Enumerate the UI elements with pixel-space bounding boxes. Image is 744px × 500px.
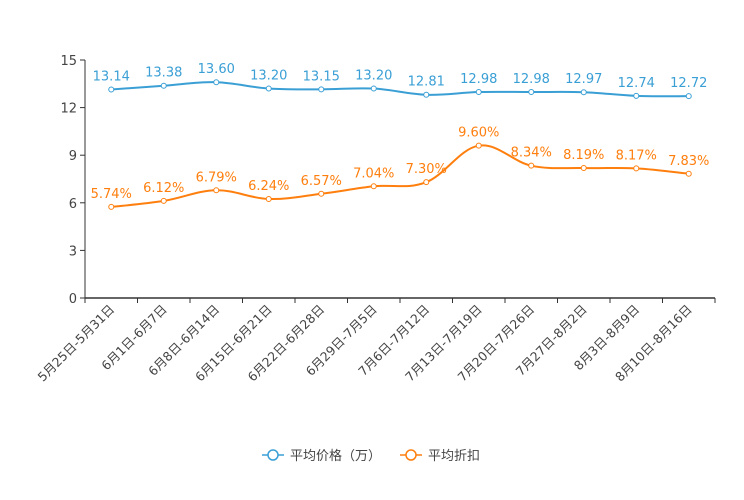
- data-label: 8.17%: [616, 148, 657, 163]
- data-label: 13.20: [250, 69, 287, 84]
- y-tick-label: 15: [60, 54, 77, 69]
- data-point[interactable]: [580, 89, 587, 96]
- data-point[interactable]: [633, 165, 640, 172]
- data-label: 12.81: [408, 75, 445, 90]
- data-point[interactable]: [265, 85, 272, 92]
- legend-marker-icon: [267, 449, 279, 461]
- data-point[interactable]: [318, 86, 325, 93]
- data-point[interactable]: [370, 85, 377, 92]
- data-label: 12.97: [565, 72, 602, 87]
- data-point[interactable]: [528, 162, 535, 169]
- data-point[interactable]: [475, 142, 482, 149]
- data-point[interactable]: [423, 91, 430, 98]
- legend-label[interactable]: 平均折扣: [428, 449, 480, 464]
- series-line: [111, 81, 689, 98]
- data-point[interactable]: [685, 93, 692, 100]
- data-label: 12.98: [460, 72, 497, 87]
- data-point[interactable]: [265, 195, 272, 202]
- data-label: 6.24%: [248, 179, 289, 194]
- data-label: 12.98: [513, 72, 550, 87]
- data-point[interactable]: [160, 82, 167, 89]
- data-label: 8.34%: [511, 146, 552, 161]
- x-tick-label: 5月25日-5月31日: [34, 302, 117, 385]
- data-label: 7.83%: [668, 154, 709, 169]
- data-label: 9.60%: [458, 126, 499, 141]
- data-point[interactable]: [213, 187, 220, 194]
- data-label: 6.79%: [196, 170, 237, 185]
- data-point[interactable]: [528, 89, 535, 96]
- data-label: 8.19%: [563, 148, 604, 163]
- legend-marker-icon: [405, 449, 417, 461]
- series-line: [111, 144, 689, 208]
- data-label: 13.38: [145, 66, 182, 81]
- legend-label[interactable]: 平均价格（万）: [290, 448, 381, 464]
- y-tick-label: 3: [69, 244, 77, 259]
- data-label: 5.74%: [91, 187, 132, 202]
- data-label: 6.12%: [143, 181, 184, 196]
- data-point[interactable]: [685, 170, 692, 177]
- series-0: 13.14 13.38 13.60 13.20 13.15 13.20 12.81 12.98…: [93, 62, 707, 100]
- y-tick-label: 9: [69, 149, 77, 164]
- data-label: 13.15: [303, 69, 340, 84]
- data-point[interactable]: [633, 92, 640, 99]
- data-point[interactable]: [213, 79, 220, 86]
- data-label: 7.04%: [353, 166, 394, 181]
- data-point[interactable]: [370, 183, 377, 190]
- data-label: 13.14: [93, 70, 130, 85]
- series-1: 5.74% 6.12% 6.79% 6.24% 6.57% 7.04% 7.30% 9.60%…: [91, 126, 709, 210]
- data-label: 12.74: [618, 76, 655, 91]
- y-tick-label: 6: [69, 197, 77, 212]
- data-label: 12.72: [670, 76, 707, 91]
- data-point[interactable]: [108, 203, 115, 210]
- y-tick-label: 0: [69, 292, 77, 307]
- data-point[interactable]: [318, 190, 325, 197]
- data-label: 13.60: [198, 62, 235, 77]
- data-point[interactable]: [475, 89, 482, 96]
- data-point[interactable]: [160, 197, 167, 204]
- data-label: 7.30%: [406, 162, 447, 177]
- data-point[interactable]: [108, 86, 115, 93]
- y-tick-label: 12: [60, 102, 77, 117]
- data-label: 6.57%: [301, 174, 342, 189]
- data-point[interactable]: [580, 165, 587, 172]
- data-point[interactable]: [423, 179, 430, 186]
- data-label: 13.20: [355, 69, 392, 84]
